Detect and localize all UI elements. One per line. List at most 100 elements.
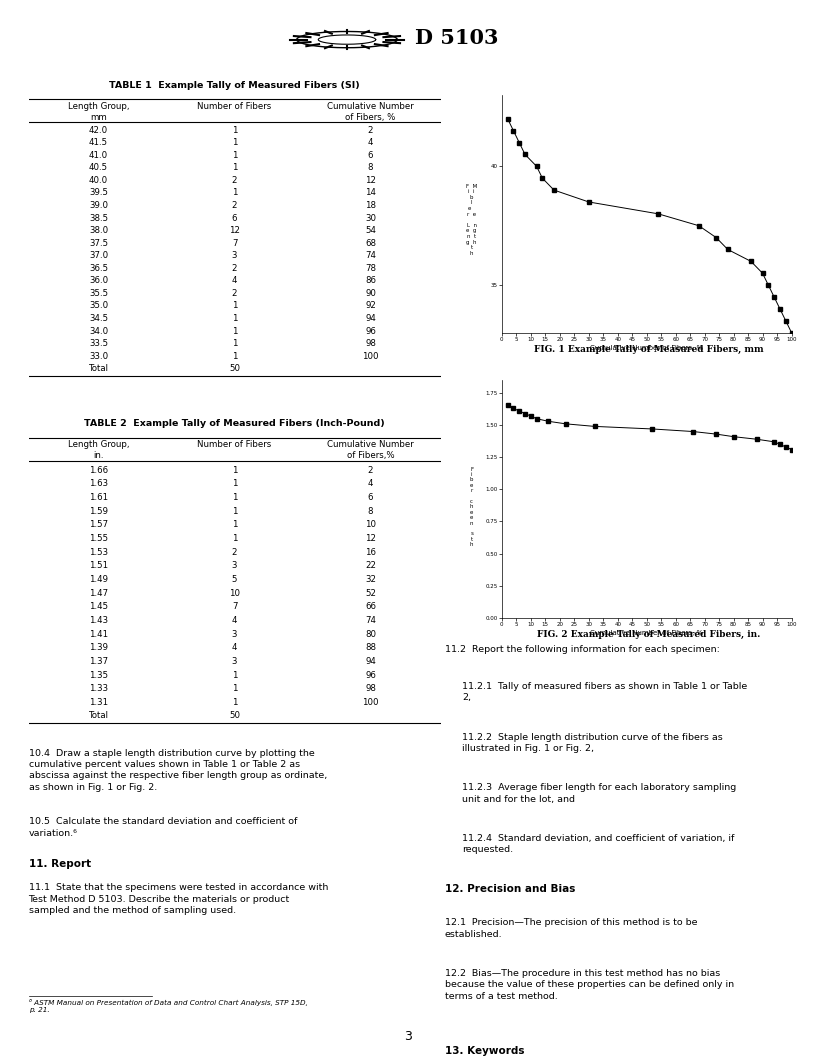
Text: Cumulative Number
of Fibers,%: Cumulative Number of Fibers,% — [327, 440, 414, 460]
Text: 100: 100 — [362, 352, 379, 360]
Text: 8: 8 — [368, 164, 374, 172]
Text: 11.2.3  Average fiber length for each laboratory sampling
unit and for the lot, : 11.2.3 Average fiber length for each lab… — [463, 784, 737, 804]
Text: 1.47: 1.47 — [89, 588, 109, 598]
Text: 42.0: 42.0 — [89, 126, 109, 135]
Text: 1: 1 — [232, 493, 237, 503]
Text: 22: 22 — [365, 562, 376, 570]
Text: 39.5: 39.5 — [89, 188, 108, 197]
Text: 1.37: 1.37 — [89, 657, 109, 666]
Text: 1: 1 — [232, 521, 237, 529]
Text: 3: 3 — [232, 657, 237, 666]
X-axis label: Cumulative Number of Fibers, %: Cumulative Number of Fibers, % — [590, 629, 703, 636]
Text: 36.5: 36.5 — [89, 264, 109, 272]
Text: 1.35: 1.35 — [89, 671, 109, 680]
Text: 10.5  Calculate the standard deviation and coefficient of
variation.⁶: 10.5 Calculate the standard deviation an… — [29, 817, 297, 837]
Text: 7: 7 — [232, 239, 237, 248]
Text: 1.39: 1.39 — [89, 643, 108, 653]
Text: 36.0: 36.0 — [89, 277, 109, 285]
Text: 1: 1 — [232, 352, 237, 360]
Text: 54: 54 — [365, 226, 376, 235]
Text: 1.43: 1.43 — [89, 616, 109, 625]
Text: Total: Total — [89, 364, 109, 373]
Text: Cumulative Number
of Fibers, %: Cumulative Number of Fibers, % — [327, 101, 414, 121]
Text: 35.5: 35.5 — [89, 289, 109, 298]
Text: 4: 4 — [368, 138, 374, 147]
Text: 3: 3 — [232, 251, 237, 260]
Text: 1: 1 — [232, 698, 237, 706]
Text: 38.0: 38.0 — [89, 226, 109, 235]
Text: 32: 32 — [365, 576, 376, 584]
Text: 2: 2 — [232, 201, 237, 210]
Text: 1: 1 — [232, 164, 237, 172]
Text: 90: 90 — [365, 289, 376, 298]
Text: 13. Keywords: 13. Keywords — [445, 1045, 524, 1056]
Text: 1: 1 — [232, 188, 237, 197]
Text: 12: 12 — [365, 176, 376, 185]
Text: 100: 100 — [362, 698, 379, 706]
Text: 2: 2 — [232, 548, 237, 557]
Text: 96: 96 — [365, 671, 376, 680]
X-axis label: Cumulative Number of Fibers, %: Cumulative Number of Fibers, % — [590, 344, 703, 351]
Text: 1: 1 — [232, 314, 237, 323]
Text: 2: 2 — [368, 126, 374, 135]
Text: 4: 4 — [232, 616, 237, 625]
Text: 1.57: 1.57 — [89, 521, 109, 529]
Text: 68: 68 — [365, 239, 376, 248]
Text: 7: 7 — [232, 602, 237, 611]
Text: 33.5: 33.5 — [89, 339, 109, 348]
Text: 11.2.1  Tally of measured fibers as shown in Table 1 or Table
2,: 11.2.1 Tally of measured fibers as shown… — [463, 682, 747, 702]
Text: 16: 16 — [365, 548, 376, 557]
Text: 11.2  Report the following information for each specimen:: 11.2 Report the following information fo… — [445, 644, 720, 654]
Text: 41.5: 41.5 — [89, 138, 109, 147]
Text: 12: 12 — [229, 226, 240, 235]
Text: 35.0: 35.0 — [89, 301, 109, 310]
Text: 11. Report: 11. Report — [29, 859, 91, 869]
Text: 14: 14 — [365, 188, 376, 197]
Text: 78: 78 — [365, 264, 376, 272]
Text: FIG. 1 Example Tally of Measured Fibers, mm: FIG. 1 Example Tally of Measured Fibers,… — [534, 345, 764, 355]
Text: Total: Total — [89, 712, 109, 720]
Text: 50: 50 — [229, 712, 240, 720]
Text: 94: 94 — [365, 657, 376, 666]
Text: 3: 3 — [404, 1031, 412, 1043]
Text: 40.0: 40.0 — [89, 176, 109, 185]
Text: 1.51: 1.51 — [89, 562, 109, 570]
Text: 52: 52 — [365, 588, 376, 598]
Text: Number of Fibers: Number of Fibers — [197, 440, 272, 449]
Text: 33.0: 33.0 — [89, 352, 109, 360]
Text: 1: 1 — [232, 466, 237, 475]
Text: 34.5: 34.5 — [89, 314, 109, 323]
Text: 34.0: 34.0 — [89, 326, 109, 336]
Text: 1.59: 1.59 — [89, 507, 108, 515]
Text: 96: 96 — [365, 326, 376, 336]
Text: 10: 10 — [365, 521, 376, 529]
Text: Length Group,
mm: Length Group, mm — [68, 101, 130, 121]
Text: 3: 3 — [232, 629, 237, 639]
Text: 40.5: 40.5 — [89, 164, 109, 172]
Text: 1: 1 — [232, 301, 237, 310]
Text: 74: 74 — [365, 251, 376, 260]
Text: 1: 1 — [232, 339, 237, 348]
Text: 12.1   Precision—The precision of this method is to be
established.: 12.1 Precision—The precision of this met… — [445, 918, 697, 939]
Text: 2: 2 — [232, 176, 237, 185]
Text: 1.31: 1.31 — [89, 698, 109, 706]
Text: 1: 1 — [232, 326, 237, 336]
Text: 1: 1 — [232, 507, 237, 515]
Text: 1.41: 1.41 — [89, 629, 109, 639]
Text: 4: 4 — [368, 479, 374, 489]
Text: 12.2   Bias—The procedure in this test method has no bias
because the value of t: 12.2 Bias—The procedure in this test met… — [445, 968, 734, 1001]
Text: 2: 2 — [368, 466, 374, 475]
Text: 1.63: 1.63 — [89, 479, 109, 489]
Text: 11.2.2  Staple length distribution curve of the fibers as
illustrated in Fig. 1 : 11.2.2 Staple length distribution curve … — [463, 733, 723, 753]
Text: FIG. 2 Example Tally of Measured Fibers, in.: FIG. 2 Example Tally of Measured Fibers,… — [537, 630, 761, 640]
Text: 92: 92 — [365, 301, 376, 310]
Text: 11.2.4  Standard deviation, and coefficient of variation, if
requested.: 11.2.4 Standard deviation, and coefficie… — [463, 834, 735, 854]
Text: 39.0: 39.0 — [89, 201, 108, 210]
Text: 50: 50 — [229, 364, 240, 373]
Text: Length Group,
in.: Length Group, in. — [68, 440, 130, 460]
Text: 6: 6 — [368, 493, 374, 503]
Text: 88: 88 — [365, 643, 376, 653]
Text: 10: 10 — [229, 588, 240, 598]
Text: D 5103: D 5103 — [415, 29, 499, 49]
Text: 1.49: 1.49 — [89, 576, 108, 584]
